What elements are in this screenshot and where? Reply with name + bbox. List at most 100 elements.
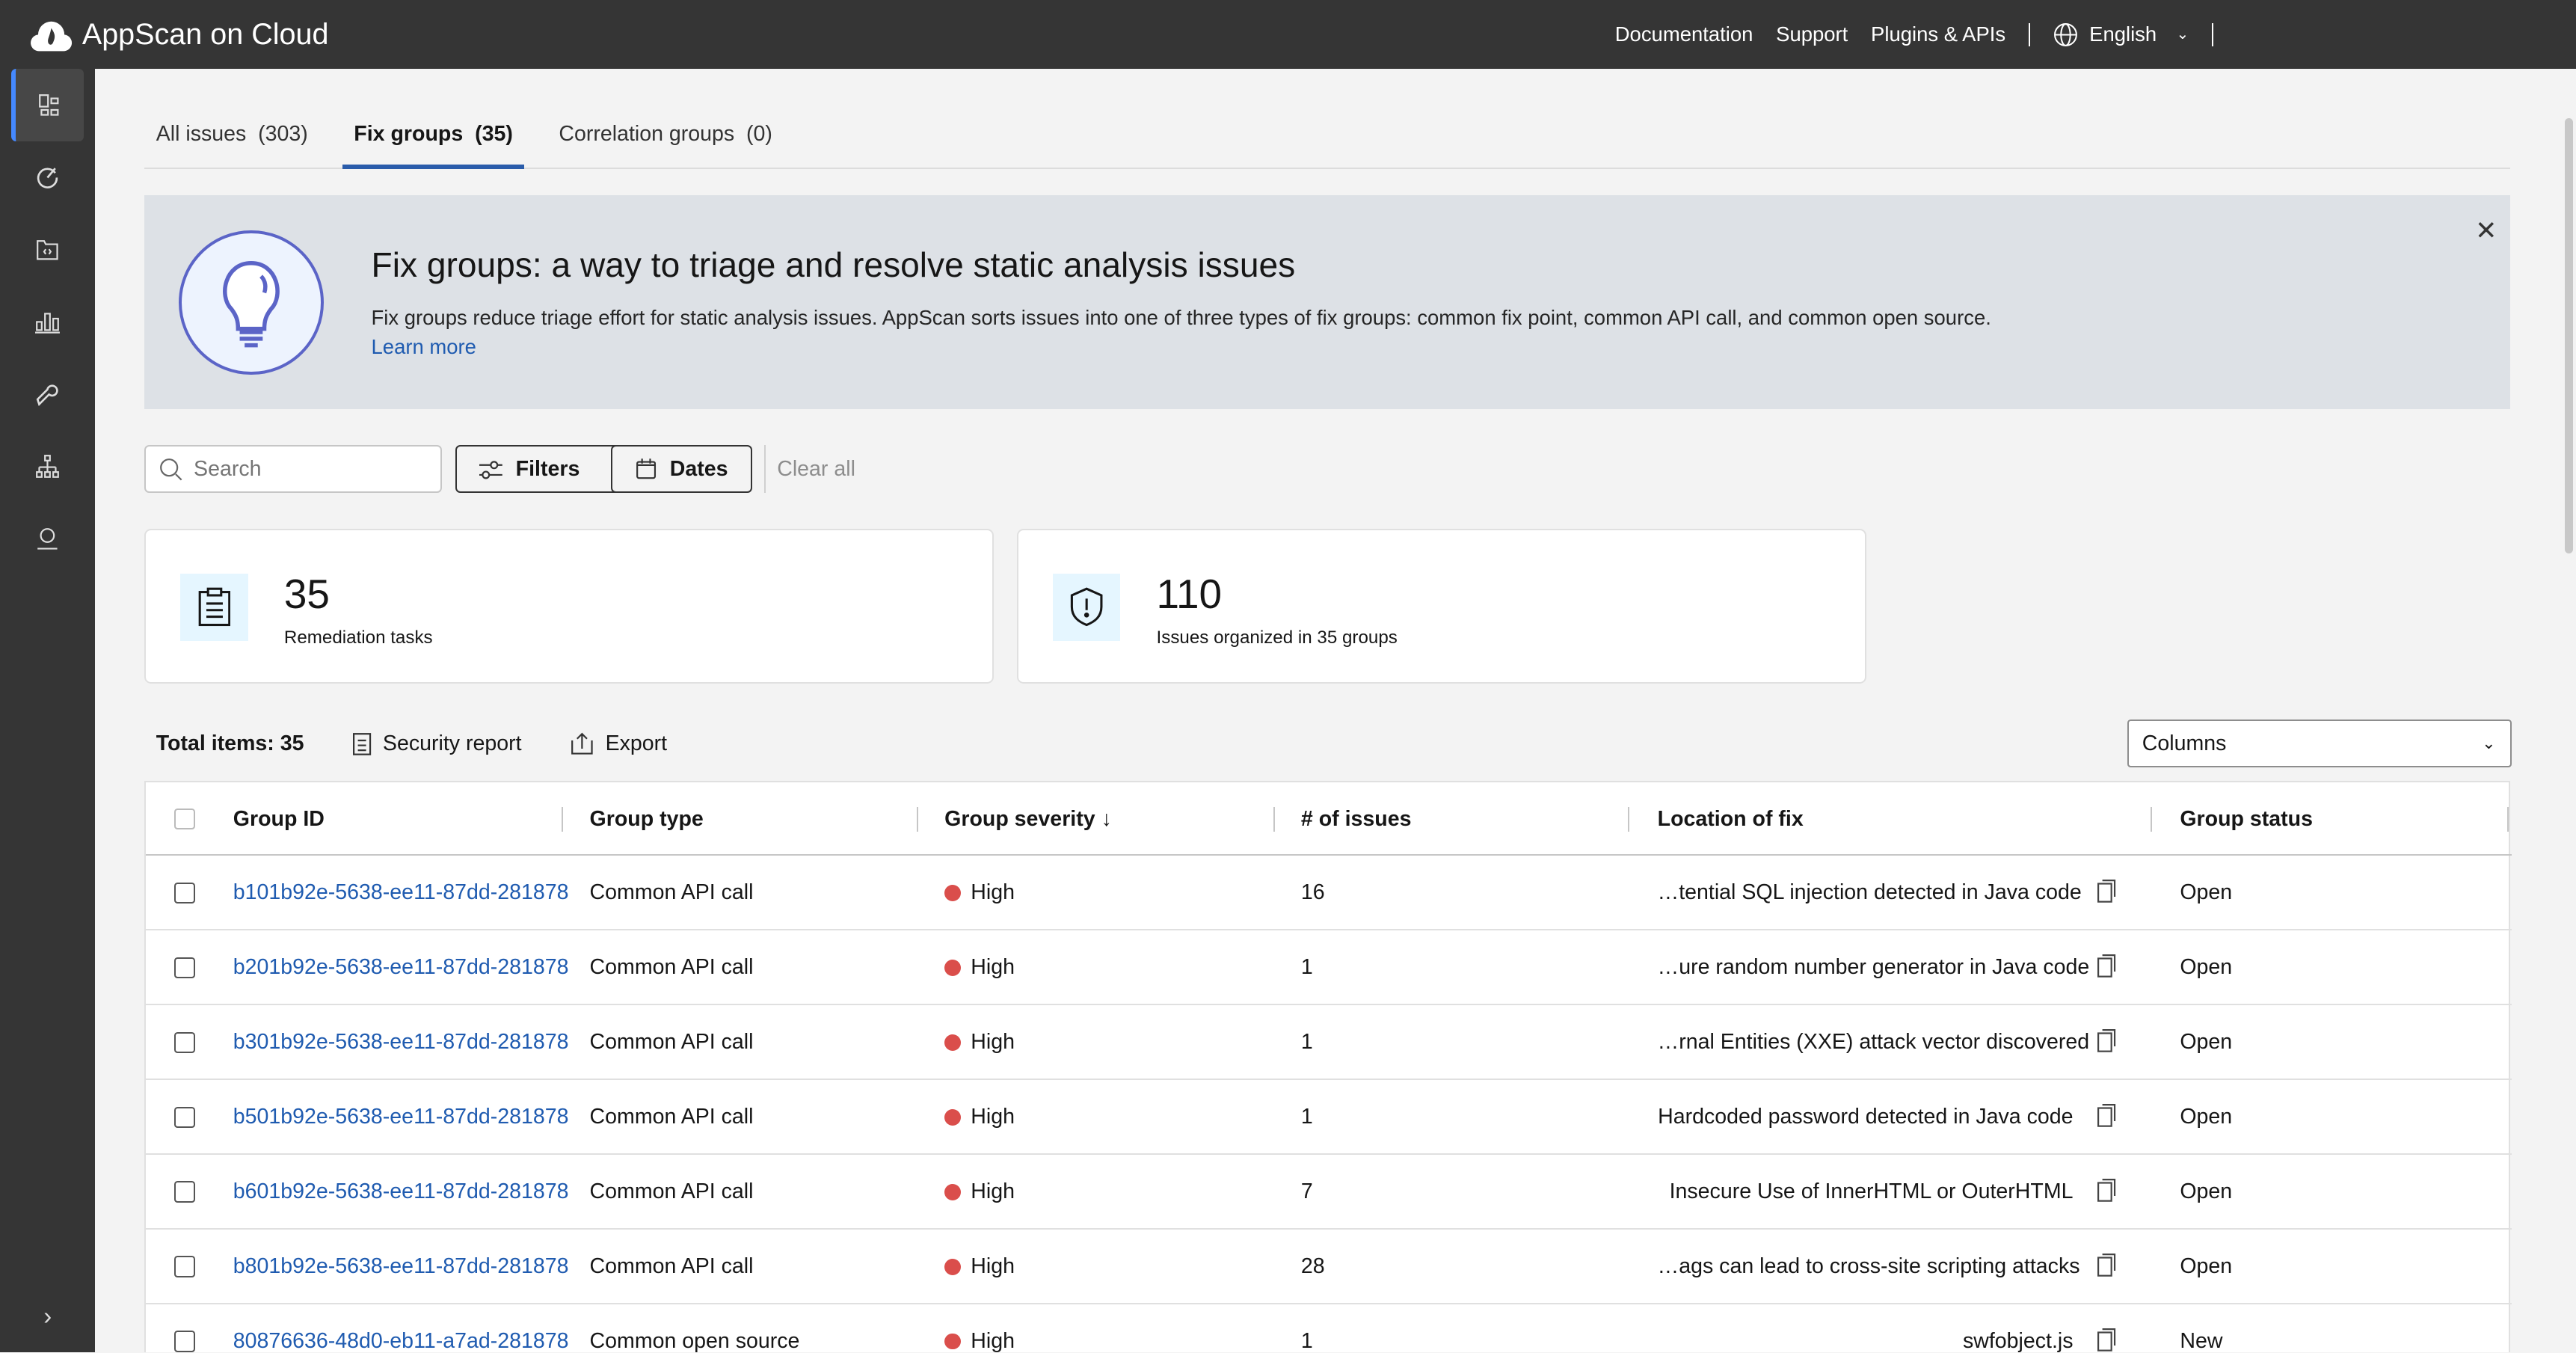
severity-high-icon xyxy=(944,1183,962,1200)
copy-icon[interactable] xyxy=(2097,1230,2116,1304)
tab-correlation-groups[interactable]: Correlation groups (0) xyxy=(559,122,772,147)
group-id-link[interactable]: b501b92e-5638-ee11-87dd-281878 xyxy=(233,1105,569,1129)
header-group-severity[interactable]: Group severity ↓ xyxy=(944,782,1112,856)
remediation-card: 35 Remediation tasks xyxy=(144,529,995,684)
plugins-link[interactable]: Plugins & APIs xyxy=(1871,22,2006,46)
group-id-link[interactable]: b601b92e-5638-ee11-87dd-281878 xyxy=(233,1179,569,1204)
row-checkbox[interactable] xyxy=(173,1331,196,1352)
table-row[interactable]: b301b92e-5638-ee11-87dd-281878 Common AP… xyxy=(146,1005,2512,1081)
app-title: AppScan on Cloud xyxy=(82,17,329,51)
group-type: Common API call xyxy=(589,1254,754,1279)
export-button[interactable]: Export xyxy=(571,731,667,756)
calendar-icon xyxy=(636,458,657,479)
sidebar-item-user[interactable] xyxy=(11,503,84,575)
severity-high-icon xyxy=(944,884,962,901)
severity-label: High xyxy=(971,955,1015,980)
severity-label: High xyxy=(971,880,1015,905)
app-logo[interactable]: AppScan on Cloud xyxy=(30,15,329,55)
row-checkbox[interactable] xyxy=(173,882,196,904)
search-input[interactable] xyxy=(194,456,424,482)
header-issues[interactable]: # of issues xyxy=(1300,806,1412,831)
security-report-button[interactable]: Security report xyxy=(353,731,522,756)
sidebar-item-dashboard[interactable] xyxy=(11,69,84,141)
sidebar-item-applications[interactable] xyxy=(11,214,84,286)
copy-icon[interactable] xyxy=(2097,930,2116,1004)
row-checkbox[interactable] xyxy=(173,957,196,979)
sidebar-item-organization[interactable] xyxy=(11,431,84,503)
issue-count: 1 xyxy=(1300,955,1313,980)
select-all-checkbox[interactable] xyxy=(173,808,196,830)
severity-high-icon xyxy=(944,1333,962,1350)
location-of-fix: …tential SQL injection detected in Java … xyxy=(1657,880,2082,905)
group-id-link[interactable]: b101b92e-5638-ee11-87dd-281878 xyxy=(233,880,569,905)
chevron-down-icon: ⌄ xyxy=(2176,26,2189,43)
table-row[interactable]: b501b92e-5638-ee11-87dd-281878 Common AP… xyxy=(146,1080,2512,1156)
clear-all-button[interactable]: Clear all xyxy=(777,456,855,481)
columns-dropdown[interactable]: Columns ⌄ xyxy=(2127,720,2512,768)
sidebar-item-tools[interactable] xyxy=(11,358,84,431)
table-header: Group ID Group type Group severity ↓ # o… xyxy=(146,782,2512,856)
issue-count: 28 xyxy=(1300,1254,1325,1279)
close-icon[interactable]: ✕ xyxy=(2475,215,2497,245)
tab-fix-groups[interactable]: Fix groups (35) xyxy=(342,102,525,170)
group-status: Open xyxy=(2180,1105,2233,1129)
banner-text: Fix groups reduce triage effort for stat… xyxy=(371,305,1991,329)
copy-icon[interactable] xyxy=(2097,1304,2116,1352)
group-severity: High xyxy=(944,1155,1015,1229)
copy-icon[interactable] xyxy=(2097,1080,2116,1154)
row-checkbox[interactable] xyxy=(173,1256,196,1277)
issue-count: 1 xyxy=(1300,1105,1313,1129)
dates-button[interactable]: Dates xyxy=(611,445,753,494)
learn-more-link[interactable]: Learn more xyxy=(371,335,476,359)
header-group-type[interactable]: Group type xyxy=(589,806,704,831)
group-severity: High xyxy=(944,930,1015,1004)
severity-high-icon xyxy=(944,1034,962,1051)
group-id-link[interactable]: b201b92e-5638-ee11-87dd-281878 xyxy=(233,955,569,980)
header-status[interactable]: Group status xyxy=(2180,806,2313,831)
appscan-logo-icon xyxy=(30,21,72,52)
scan-icon xyxy=(37,168,58,188)
copy-icon[interactable] xyxy=(2097,856,2116,930)
table-row[interactable]: b801b92e-5638-ee11-87dd-281878 Common AP… xyxy=(146,1230,2512,1305)
location-of-fix: …ure random number generator in Java cod… xyxy=(1657,955,2090,980)
row-checkbox[interactable] xyxy=(173,1031,196,1054)
filters-label: Filters xyxy=(515,456,580,481)
banner-title: Fix groups: a way to triage and resolve … xyxy=(371,245,1296,285)
support-link[interactable]: Support xyxy=(1776,22,1848,46)
sidebar-item-scans[interactable] xyxy=(11,141,84,214)
organization-icon xyxy=(36,455,60,479)
issues-label: Issues organized in 35 groups xyxy=(1156,628,1398,648)
applications-icon xyxy=(37,239,58,260)
group-id-link[interactable]: 80876636-48d0-eb11-a7ad-281878 xyxy=(233,1329,569,1353)
tab-all-issues[interactable]: All issues (303) xyxy=(156,122,308,147)
issue-count: 1 xyxy=(1300,1329,1313,1353)
group-type: Common API call xyxy=(589,880,754,905)
documentation-link[interactable]: Documentation xyxy=(1614,22,1753,46)
header-label: Group severity xyxy=(944,806,1095,831)
table-row[interactable]: 80876636-48d0-eb11-a7ad-281878 Common op… xyxy=(146,1304,2512,1352)
dates-label: Dates xyxy=(669,456,728,481)
search-field[interactable] xyxy=(144,445,443,494)
row-checkbox[interactable] xyxy=(173,1181,196,1203)
copy-icon[interactable] xyxy=(2097,1155,2116,1229)
group-status: Open xyxy=(2180,880,2233,905)
group-id-link[interactable]: b301b92e-5638-ee11-87dd-281878 xyxy=(233,1030,569,1055)
group-id-link[interactable]: b801b92e-5638-ee11-87dd-281878 xyxy=(233,1254,569,1279)
scrollbar[interactable] xyxy=(2564,118,2573,554)
divider xyxy=(2211,22,2214,46)
expand-sidebar-icon[interactable]: › xyxy=(43,1301,52,1330)
group-severity: High xyxy=(944,1230,1015,1304)
location-of-fix: Hardcoded password detected in Java code xyxy=(1658,1105,2074,1129)
table-row[interactable]: b101b92e-5638-ee11-87dd-281878 Common AP… xyxy=(146,856,2512,931)
shield-icon xyxy=(1053,573,1121,641)
copy-icon[interactable] xyxy=(2097,1005,2116,1079)
language-selector[interactable]: English ⌄ xyxy=(2053,22,2189,47)
header-location[interactable]: Location of fix xyxy=(1657,806,1804,831)
row-checkbox[interactable] xyxy=(173,1106,196,1129)
remediation-count: 35 xyxy=(283,571,330,618)
group-severity: High xyxy=(944,856,1015,930)
table-row[interactable]: b201b92e-5638-ee11-87dd-281878 Common AP… xyxy=(146,930,2512,1006)
header-group-id[interactable]: Group ID xyxy=(233,806,325,831)
sidebar-item-reports[interactable] xyxy=(11,286,84,358)
table-row[interactable]: b601b92e-5638-ee11-87dd-281878 Common AP… xyxy=(146,1155,2512,1230)
